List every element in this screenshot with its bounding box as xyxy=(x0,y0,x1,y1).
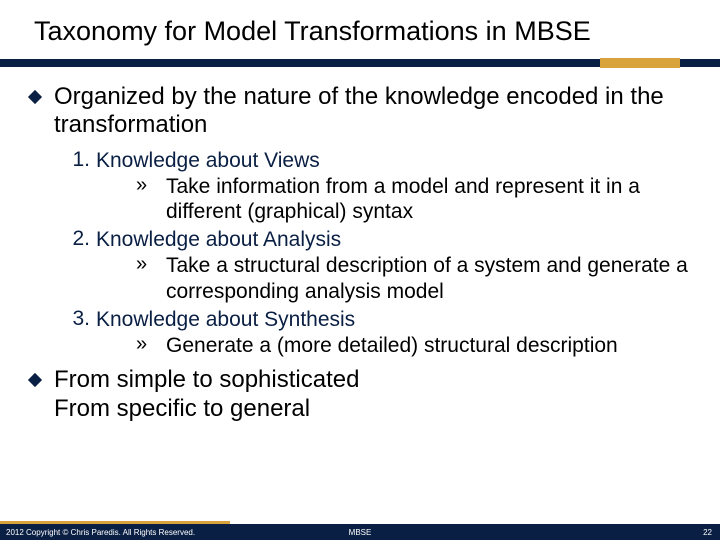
slide: Taxonomy for Model Transformations in MB… xyxy=(0,0,720,540)
footer-center-label: MBSE xyxy=(349,528,372,537)
title-rule xyxy=(0,55,720,69)
footer-copyright: 2012 Copyright © Chris Paredis. All Righ… xyxy=(0,528,195,537)
list-heading: Knowledge about Analysis xyxy=(96,227,341,253)
sub-item: » Take information from a model and repr… xyxy=(136,174,690,225)
slide-title: Taxonomy for Model Transformations in MB… xyxy=(0,0,720,55)
content-area: Organized by the nature of the knowledge… xyxy=(0,69,720,423)
raquo-bullet-icon: » xyxy=(136,333,166,356)
raquo-bullet-icon: » xyxy=(136,253,166,276)
diamond-bullet-icon xyxy=(28,90,42,104)
sub-item: » Generate a (more detailed) structural … xyxy=(136,333,690,359)
list-heading: Knowledge about Views xyxy=(96,148,320,174)
bullet-text: Organized by the nature of the knowledge… xyxy=(54,83,690,140)
list-heading: Knowledge about Synthesis xyxy=(96,307,355,333)
sub-text: Take information from a model and repres… xyxy=(166,174,690,225)
bullet-text: From simple to sophisticated From specif… xyxy=(54,366,359,423)
rule-gold-accent xyxy=(600,58,680,68)
footer-page-number: 22 xyxy=(703,528,712,537)
list-number: 1. xyxy=(70,148,96,172)
bullet-item: Organized by the nature of the knowledge… xyxy=(30,83,690,140)
list-item: 3. Knowledge about Synthesis xyxy=(70,307,690,333)
numbered-list: 1. Knowledge about Views » Take informat… xyxy=(70,148,690,359)
diamond-bullet-icon xyxy=(28,373,42,387)
sub-item: » Take a structural description of a sys… xyxy=(136,253,690,304)
bullet-line-2: From specific to general xyxy=(54,395,310,422)
raquo-bullet-icon: » xyxy=(136,174,166,197)
list-number: 3. xyxy=(70,307,96,331)
sub-text: Take a structural description of a syste… xyxy=(166,253,690,304)
list-item: 2. Knowledge about Analysis xyxy=(70,227,690,253)
list-item: 1. Knowledge about Views xyxy=(70,148,690,174)
bullet-line-1: From simple to sophisticated xyxy=(54,366,359,393)
list-number: 2. xyxy=(70,227,96,251)
bullet-item: From simple to sophisticated From specif… xyxy=(30,366,690,423)
sub-text: Generate a (more detailed) structural de… xyxy=(166,333,618,359)
footer-bar: 2012 Copyright © Chris Paredis. All Righ… xyxy=(0,524,720,540)
